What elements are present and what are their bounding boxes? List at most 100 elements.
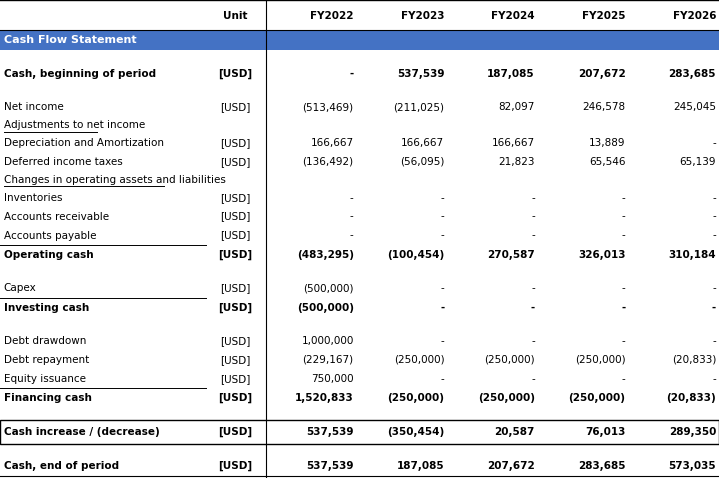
Text: (483,295): (483,295): [297, 250, 354, 260]
Text: -: -: [531, 374, 535, 384]
Text: 1,520,833: 1,520,833: [295, 393, 354, 403]
Text: (250,000): (250,000): [569, 393, 626, 403]
Text: -: -: [712, 303, 716, 313]
Text: FY2022: FY2022: [310, 11, 354, 21]
Text: [USD]: [USD]: [220, 193, 251, 203]
Text: 537,539: 537,539: [397, 69, 444, 79]
Text: (211,025): (211,025): [393, 102, 444, 112]
Text: 326,013: 326,013: [578, 250, 626, 260]
Text: (250,000): (250,000): [485, 355, 535, 365]
Text: Accounts receivable: Accounts receivable: [4, 212, 109, 222]
Text: Investing cash: Investing cash: [4, 303, 89, 313]
Text: -: -: [531, 283, 535, 293]
Text: Cash Flow Statement: Cash Flow Statement: [4, 35, 136, 45]
Text: Deferred income taxes: Deferred income taxes: [4, 157, 122, 167]
Text: -: -: [531, 303, 535, 313]
Text: Debt repayment: Debt repayment: [4, 355, 89, 365]
Text: Unit: Unit: [223, 11, 248, 21]
Text: 289,350: 289,350: [669, 427, 716, 437]
Text: -: -: [441, 212, 444, 222]
Text: 310,184: 310,184: [669, 250, 716, 260]
Text: -: -: [440, 303, 444, 313]
Text: 207,672: 207,672: [578, 69, 626, 79]
Text: [USD]: [USD]: [220, 355, 251, 365]
Text: Changes in operating assets and liabilities: Changes in operating assets and liabilit…: [4, 175, 226, 185]
Text: [USD]: [USD]: [220, 102, 251, 112]
Text: -: -: [622, 212, 626, 222]
Bar: [0, 420, 719, 444]
Text: Accounts payable: Accounts payable: [4, 230, 96, 240]
Text: 166,667: 166,667: [311, 138, 354, 148]
Text: -: -: [622, 336, 626, 346]
Text: [USD]: [USD]: [220, 230, 251, 240]
Text: (250,000): (250,000): [478, 393, 535, 403]
Text: (56,095): (56,095): [400, 157, 444, 167]
Text: -: -: [713, 336, 716, 346]
Text: 270,587: 270,587: [487, 250, 535, 260]
Text: Cash, beginning of period: Cash, beginning of period: [4, 69, 156, 79]
Text: -: -: [713, 283, 716, 293]
Text: 21,823: 21,823: [498, 157, 535, 167]
Text: -: -: [713, 138, 716, 148]
Text: -: -: [349, 69, 354, 79]
Text: 207,672: 207,672: [487, 461, 535, 471]
Text: Cash, end of period: Cash, end of period: [4, 461, 119, 471]
Text: 245,045: 245,045: [673, 102, 716, 112]
Text: [USD]: [USD]: [219, 250, 252, 260]
Text: -: -: [531, 193, 535, 203]
Text: 537,539: 537,539: [306, 461, 354, 471]
Text: [USD]: [USD]: [220, 138, 251, 148]
Text: 246,578: 246,578: [582, 102, 626, 112]
Text: -: -: [622, 374, 626, 384]
Text: (513,469): (513,469): [303, 102, 354, 112]
Text: [USD]: [USD]: [219, 427, 252, 437]
Text: 76,013: 76,013: [585, 427, 626, 437]
Text: [USD]: [USD]: [220, 283, 251, 293]
Text: [USD]: [USD]: [219, 393, 252, 403]
Text: Adjustments to net income: Adjustments to net income: [4, 120, 145, 130]
Text: -: -: [441, 374, 444, 384]
Text: 537,539: 537,539: [306, 427, 354, 437]
Text: (20,833): (20,833): [672, 355, 716, 365]
Text: -: -: [350, 230, 354, 240]
Text: FY2023: FY2023: [400, 11, 444, 21]
Text: 166,667: 166,667: [492, 138, 535, 148]
Text: -: -: [531, 336, 535, 346]
Text: -: -: [622, 193, 626, 203]
Text: Depreciation and Amortization: Depreciation and Amortization: [4, 138, 164, 148]
Text: 65,546: 65,546: [589, 157, 626, 167]
Text: -: -: [441, 230, 444, 240]
Text: (250,000): (250,000): [575, 355, 626, 365]
Text: 187,085: 187,085: [487, 69, 535, 79]
Text: -: -: [622, 230, 626, 240]
Text: -: -: [713, 230, 716, 240]
Text: Operating cash: Operating cash: [4, 250, 93, 260]
Text: 283,685: 283,685: [669, 69, 716, 79]
Text: -: -: [531, 212, 535, 222]
Text: (229,167): (229,167): [303, 355, 354, 365]
Text: -: -: [531, 230, 535, 240]
Text: (500,000): (500,000): [303, 283, 354, 293]
Text: 82,097: 82,097: [498, 102, 535, 112]
Text: (250,000): (250,000): [394, 355, 444, 365]
Text: 187,085: 187,085: [397, 461, 444, 471]
Text: -: -: [441, 336, 444, 346]
Text: 166,667: 166,667: [401, 138, 444, 148]
Text: Inventories: Inventories: [4, 193, 62, 203]
Text: (20,833): (20,833): [667, 393, 716, 403]
Text: -: -: [350, 212, 354, 222]
Bar: [0, 30, 719, 50]
Text: [USD]: [USD]: [220, 157, 251, 167]
Text: (100,454): (100,454): [387, 250, 444, 260]
Text: FY2025: FY2025: [582, 11, 626, 21]
Text: FY2026: FY2026: [672, 11, 716, 21]
Text: -: -: [621, 303, 626, 313]
Text: Net income: Net income: [4, 102, 63, 112]
Text: [USD]: [USD]: [220, 336, 251, 346]
Text: 13,889: 13,889: [589, 138, 626, 148]
Text: Capex: Capex: [4, 283, 37, 293]
Text: -: -: [713, 212, 716, 222]
Text: -: -: [713, 193, 716, 203]
Text: (500,000): (500,000): [297, 303, 354, 313]
Text: 750,000: 750,000: [311, 374, 354, 384]
